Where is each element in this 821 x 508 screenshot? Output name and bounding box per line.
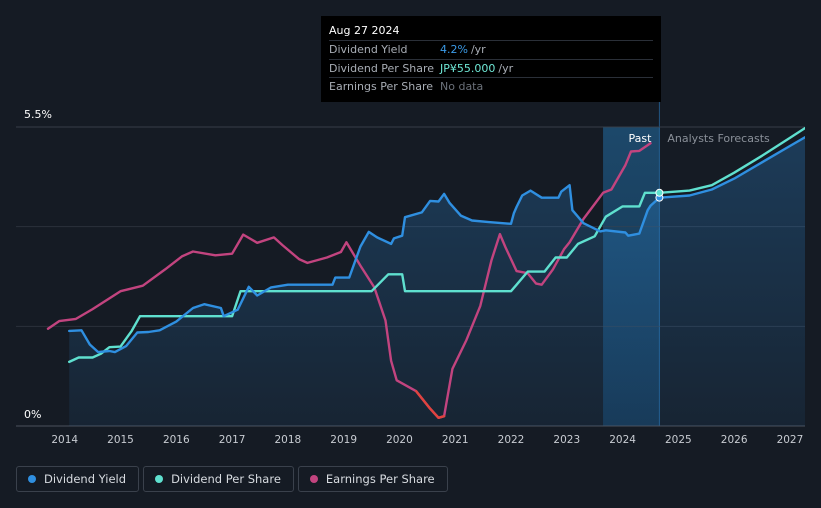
series-lines <box>46 126 805 419</box>
tooltip-row-dividend-per-share: Dividend Per Share JP¥55.000 /yr <box>329 60 653 78</box>
legend-item-earnings-per-share[interactable]: Earnings Per Share <box>297 466 448 492</box>
series-line-earnings-per-share <box>46 142 652 419</box>
marker-dividend-per-share <box>655 188 664 197</box>
past-label: Past <box>628 132 652 145</box>
legend-dot-icon <box>155 475 164 483</box>
x-tick-label: 2015 <box>107 434 134 446</box>
legend-item-dividend-per-share[interactable]: Dividend Per Share <box>143 466 294 492</box>
x-tick-label: 2020 <box>386 434 413 446</box>
legend-label: Dividend Per Share <box>171 472 281 486</box>
legend-dot-icon <box>309 475 318 483</box>
x-tick-label: 2019 <box>330 434 357 446</box>
tooltip-row-dividend-yield: Dividend Yield 4.2% /yr <box>329 41 653 60</box>
y-axis-bottom-label: 0% <box>24 408 41 421</box>
forecast-label: Analysts Forecasts <box>667 132 770 145</box>
tooltip-label: Dividend Yield <box>329 43 408 56</box>
x-tick-label: 2016 <box>163 434 190 446</box>
legend-item-dividend-yield[interactable]: Dividend Yield <box>16 466 140 492</box>
tooltip-unit: /yr <box>470 43 486 56</box>
x-tick-label: 2025 <box>665 434 692 446</box>
x-tick-label: 2021 <box>442 434 469 446</box>
tooltip-label: Dividend Per Share <box>329 61 435 75</box>
tooltip-value: No data <box>440 80 484 93</box>
tooltip-value: JP¥55.000 <box>440 61 496 75</box>
tooltip-unit: /yr <box>498 61 514 75</box>
x-tick-label: 2023 <box>553 434 580 446</box>
series-line-dividend-yield <box>68 136 805 354</box>
axis-labels: 5.5% 0% 2014 2015 2016 2017 2018 2019 2020 2021 20… <box>24 108 803 446</box>
x-tick-label: 2026 <box>721 434 748 446</box>
tooltip-date: Aug 27 2024 <box>329 23 653 41</box>
x-tick-label: 2014 <box>51 434 78 446</box>
tooltip-label: Earnings Per Share <box>329 80 434 93</box>
x-tick-label: 2024 <box>609 434 636 446</box>
x-tick-label: 2027 <box>777 434 804 446</box>
legend-label: Earnings Per Share <box>325 472 435 486</box>
dividend-yield-area-fill <box>69 137 805 427</box>
series-line-dividend-per-share <box>68 126 805 364</box>
eps-low-segment <box>415 390 446 419</box>
legend-dot-icon <box>28 475 36 483</box>
tooltip-value: 4.2% <box>440 43 468 56</box>
current-markers <box>655 188 664 202</box>
tooltip: Aug 27 2024 Dividend Yield 4.2% /yr Divi… <box>321 16 661 102</box>
dividend-yield-area <box>69 137 805 427</box>
y-axis-top-label: 5.5% <box>24 108 52 121</box>
x-tick-label: 2017 <box>219 434 246 446</box>
x-tick-label: 2022 <box>498 434 525 446</box>
tooltip-row-earnings-per-share: Earnings Per Share No data <box>329 78 653 96</box>
x-tick-label: 2018 <box>275 434 302 446</box>
legend-label: Dividend Yield <box>44 472 127 486</box>
legend: Dividend Yield Dividend Per Share Earnin… <box>16 466 448 492</box>
